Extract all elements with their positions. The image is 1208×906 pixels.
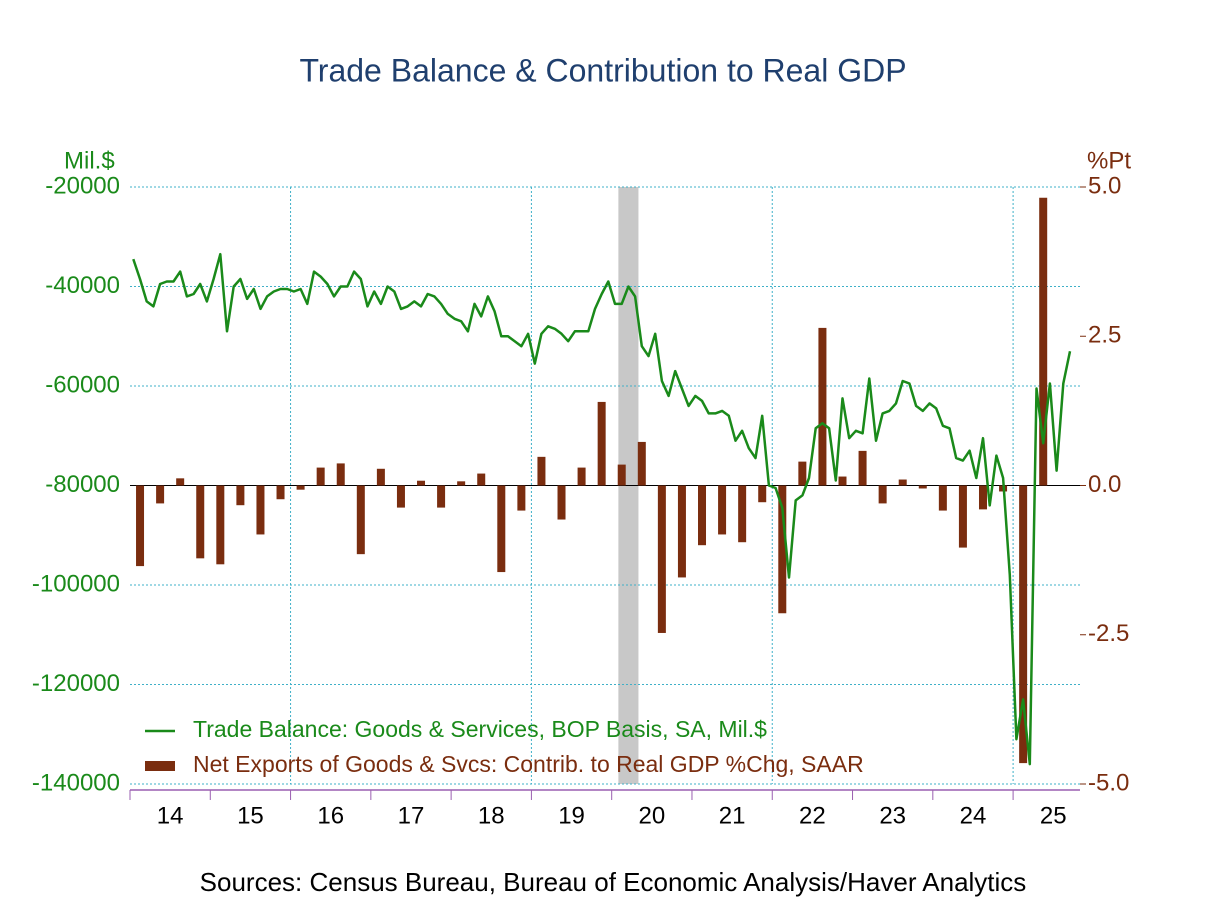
- bar: [437, 485, 446, 508]
- bar: [196, 485, 205, 559]
- bar: [778, 485, 787, 614]
- bar: [838, 476, 847, 486]
- source: Sources: Census Bureau, Bureau of Econom…: [200, 867, 1027, 897]
- bar: [938, 485, 947, 511]
- x-tick-label: 20: [638, 802, 665, 829]
- y-unit: Mil.$: [64, 147, 115, 174]
- y2-tick-label: 0.0: [1088, 471, 1121, 498]
- bar: [316, 467, 325, 486]
- bar: [376, 468, 385, 486]
- legend-label: Net Exports of Goods & Svcs: Contrib. to…: [193, 751, 864, 777]
- bar: [818, 327, 827, 486]
- bar: [597, 401, 606, 486]
- bar: [978, 485, 987, 510]
- bar: [617, 464, 626, 486]
- bar: [216, 485, 225, 565]
- x-tick-label: 19: [558, 802, 585, 829]
- bar: [657, 485, 666, 633]
- bar: [136, 485, 145, 567]
- bar: [898, 479, 907, 486]
- y-tick-label: -100000: [32, 570, 120, 597]
- x-tick-label: 23: [879, 802, 906, 829]
- bar: [477, 473, 486, 486]
- bar: [858, 450, 867, 486]
- y-tick-label: -20000: [45, 172, 120, 199]
- bar: [557, 485, 566, 520]
- bar: [236, 485, 245, 506]
- legend-label: Trade Balance: Goods & Services, BOP Bas…: [193, 716, 767, 742]
- y-tick-label: -60000: [45, 371, 120, 398]
- bar: [396, 485, 405, 508]
- bar: [577, 467, 586, 486]
- bar: [958, 485, 967, 548]
- y2-tick-label: 2.5: [1088, 322, 1121, 349]
- bar: [738, 485, 747, 543]
- x-tick-label: 15: [237, 802, 264, 829]
- x-tick-label: 17: [398, 802, 425, 829]
- x-tick-label: 18: [478, 802, 505, 829]
- x-tick-label: 24: [960, 802, 987, 829]
- bar: [296, 485, 305, 490]
- x-tick-label: 16: [317, 802, 344, 829]
- bar: [637, 441, 646, 486]
- bar: [677, 485, 686, 578]
- x-tick-label: 25: [1040, 802, 1067, 829]
- bar: [878, 485, 887, 504]
- bar: [1019, 485, 1028, 764]
- bar: [417, 480, 426, 486]
- y2-unit: %Pt: [1087, 147, 1131, 174]
- bar: [537, 456, 546, 486]
- bar: [256, 485, 265, 535]
- y2-tick-label: -5.0: [1088, 769, 1129, 796]
- y-tick-label: -80000: [45, 471, 120, 498]
- bar: [336, 463, 345, 486]
- bar: [1039, 197, 1048, 486]
- y-tick-label: -140000: [32, 769, 120, 796]
- y-tick-label: -40000: [45, 272, 120, 299]
- bar: [918, 485, 927, 489]
- x-tick-label: 21: [719, 802, 746, 829]
- y2-tick-label: -2.5: [1088, 620, 1129, 647]
- y-tick-label: -120000: [32, 670, 120, 697]
- bar: [758, 485, 767, 503]
- bar: [718, 485, 727, 535]
- bar: [176, 478, 185, 486]
- x-tick-label: 14: [157, 802, 184, 829]
- bar: [497, 485, 506, 573]
- bar: [276, 485, 285, 500]
- legend-swatch: [145, 761, 175, 771]
- trade-balance-line: [132, 252, 1072, 766]
- bar: [698, 485, 707, 546]
- bar: [457, 481, 466, 486]
- bar: [517, 485, 526, 511]
- chart-title: Trade Balance & Contribution to Real GDP: [299, 52, 906, 88]
- bar: [356, 485, 365, 555]
- bar: [798, 461, 807, 486]
- bar: [156, 485, 165, 504]
- x-tick-label: 22: [799, 802, 826, 829]
- y2-tick-label: 5.0: [1088, 172, 1121, 199]
